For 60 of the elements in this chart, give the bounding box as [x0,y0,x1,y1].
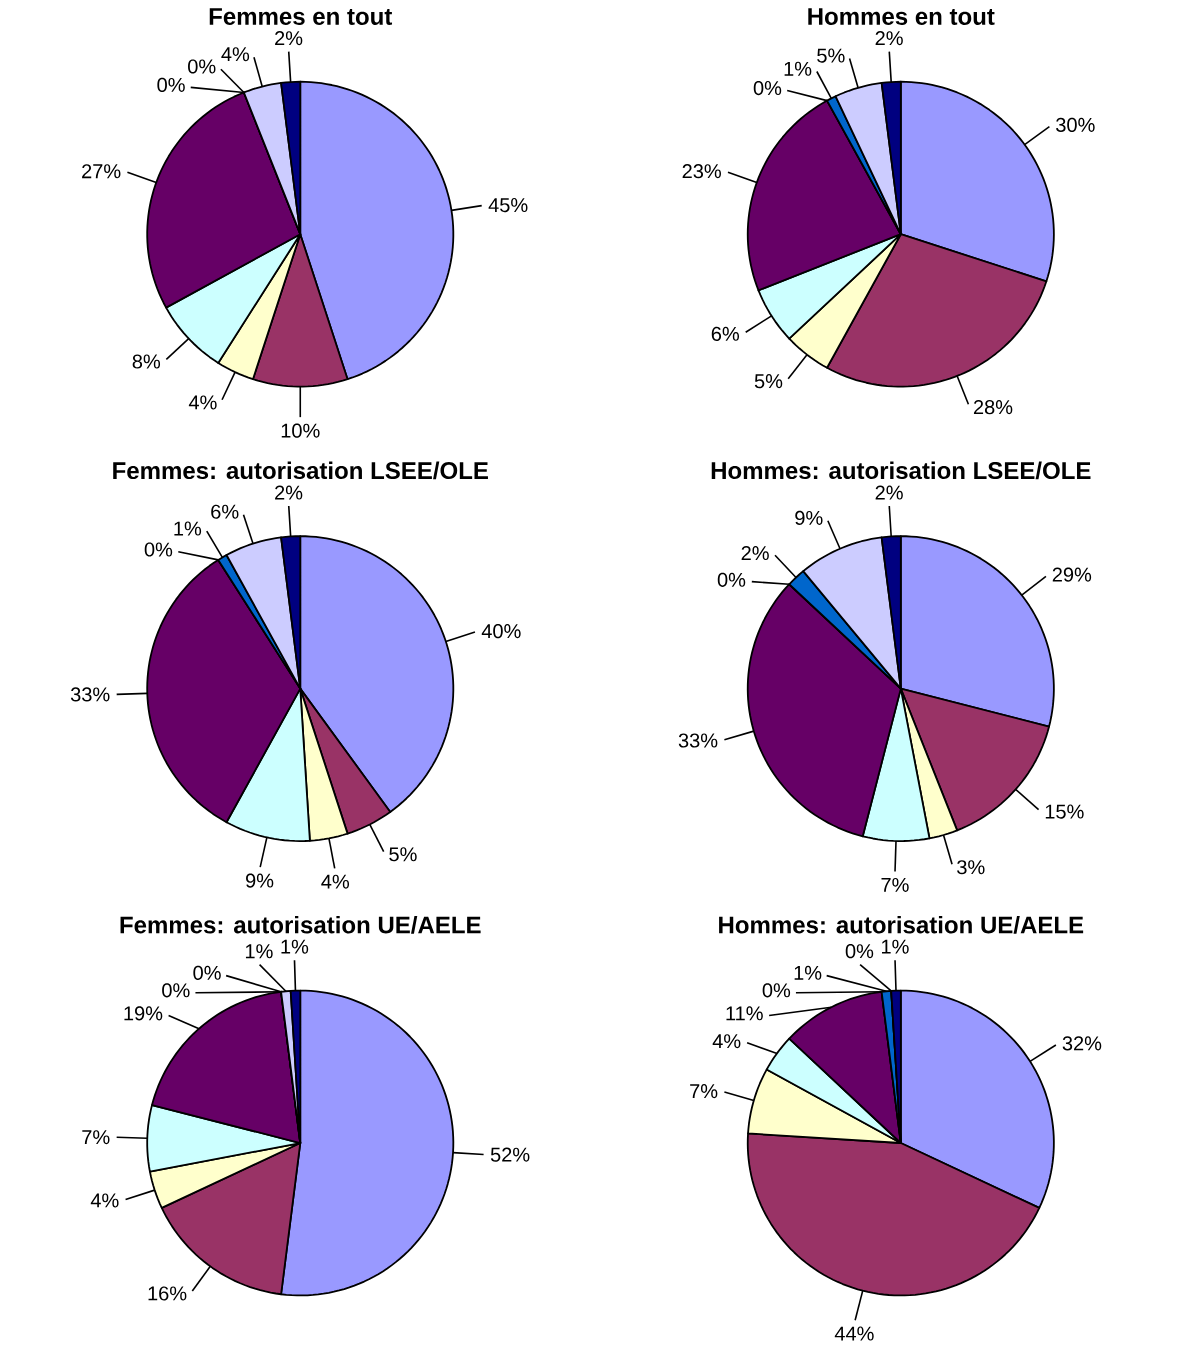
data-label: 32% [1062,1036,1102,1051]
data-label: 19% [124,1006,163,1021]
data-label: 44% [834,1326,874,1341]
text: 0% [753,80,782,96]
data-label: 45% [488,198,528,213]
chart-title: Hommes en tout [808,8,995,25]
data-label: 2% [741,546,769,561]
text: 0% [193,965,221,980]
data-label: 8% [132,354,161,369]
chart-title: Hommes: autorisation UE/AELE [719,915,1084,934]
data-label: 6% [211,504,239,519]
data-label: 4% [321,874,349,889]
data-label: 7% [881,877,909,892]
text: 0% [157,77,185,92]
data-label: 15% [1045,804,1084,819]
data-label: 7% [82,1130,110,1145]
data-label: 4% [90,1193,119,1208]
data-label: 1% [881,939,909,954]
data-label: 1% [245,944,273,959]
data-label: 16% [148,1286,187,1301]
data-label: 2% [875,31,903,46]
data-label: 2% [875,485,903,500]
text: 0% [144,542,173,557]
data-label: 7% [690,1084,718,1099]
data-label: 52% [490,1147,530,1162]
data-label: 6% [711,326,739,341]
text: 0% [162,983,190,998]
text: 0% [188,59,216,74]
data-label: 5% [817,48,845,63]
data-label: 27% [82,164,121,179]
data-label: 4% [221,47,250,62]
text: 0% [762,983,791,998]
data-label: 33% [70,687,110,702]
data-label: 1% [784,61,812,76]
data-label: 23% [682,164,721,179]
data-label: 29% [1052,567,1092,582]
data-label: 1% [281,939,309,954]
data-label: 33% [678,733,718,748]
data-label: 2% [275,485,303,500]
data-label: 10% [281,423,320,438]
data-label: 30% [1056,117,1095,132]
data-label: 9% [795,510,823,525]
data-label: 9% [245,873,274,888]
chart-title: Femmes: autorisation UE/AELE [120,915,481,934]
text: 0% [717,572,746,587]
data-label: 28% [973,400,1013,415]
data-label: 4% [188,395,217,410]
chart-title: Femmes: autorisation LSEE/OLE [113,461,488,480]
data-label: 5% [754,374,783,389]
data-label: 1% [794,965,822,980]
data-label: 4% [712,1034,741,1049]
chart-title: Hommes: autorisation LSEE/OLE [711,461,1091,480]
data-label: 5% [389,847,417,862]
chart-title: Femmes en tout [209,8,392,25]
data-label: 1% [174,521,202,536]
text: 0% [845,944,874,959]
data-label: 11% [726,1006,763,1021]
data-label: 40% [481,624,521,639]
data-label: 2% [275,31,303,46]
data-label: 3% [957,860,985,875]
